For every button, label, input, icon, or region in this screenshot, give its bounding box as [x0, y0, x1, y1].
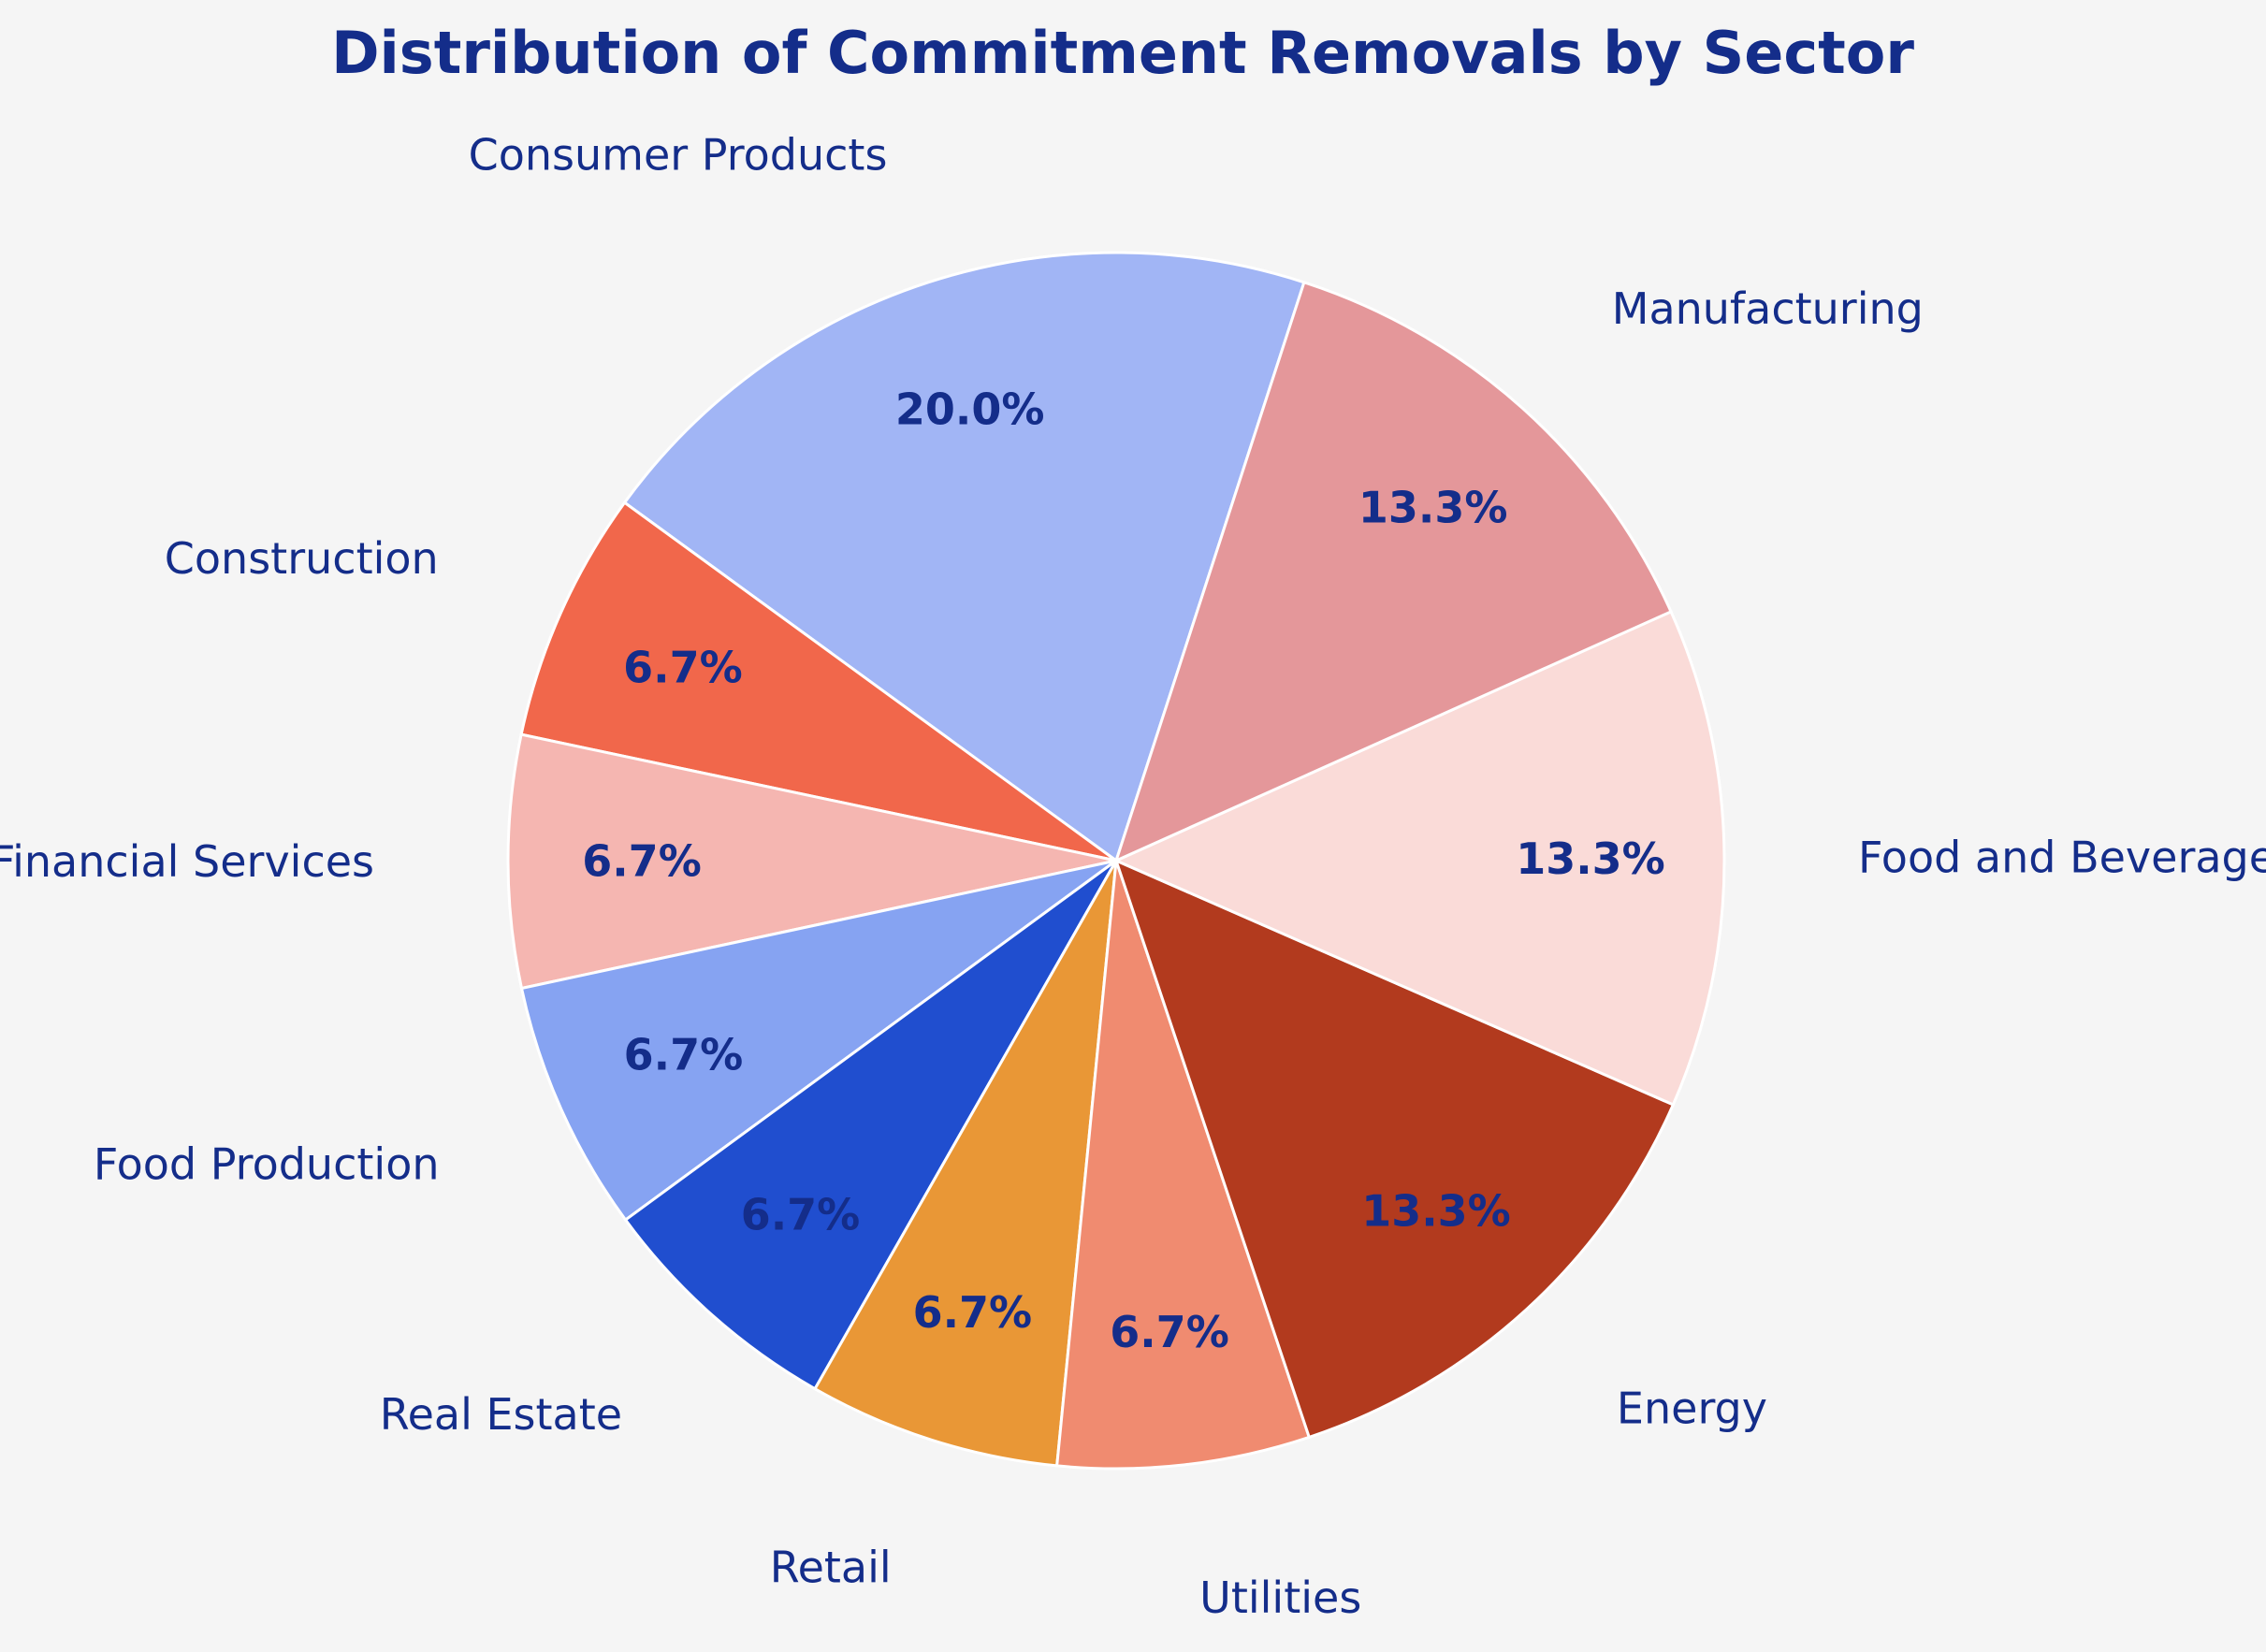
pct-label: 20.0% [895, 384, 1045, 435]
pct-label: 6.7% [582, 836, 702, 887]
slice-label: Real Estate [380, 1389, 622, 1440]
pie-slice-food-and-beverage [1112, 609, 1726, 1107]
pie-slice-consumer-products [622, 251, 1306, 863]
labels-layer: 20.0% Consumer Products 6.7% Construction 6.… [0, 130, 2266, 1623]
pct-label: 6.7% [623, 643, 743, 693]
pct-label: 6.7% [1110, 1307, 1229, 1357]
pie-slice-energy [1113, 858, 1676, 1440]
pct-label: 13.3% [1358, 483, 1508, 533]
pct-label: 6.7% [913, 1287, 1033, 1338]
slice-label: Food Production [94, 1139, 440, 1190]
pie-slice-utilities [1055, 860, 1312, 1471]
pie-slice-real-estate [623, 859, 1118, 1391]
slice-label: Financial Services [0, 836, 374, 887]
pct-label: 6.7% [624, 1030, 744, 1080]
pie-slice-food-production [519, 859, 1117, 1223]
pct-label: 13.3% [1361, 1185, 1511, 1236]
slice-label: Utilities [1199, 1572, 1361, 1623]
pie-slice-retail [813, 860, 1118, 1468]
pie-slice-construction [519, 500, 1117, 862]
chart-title: Distribution of Commitment Removals by S… [331, 19, 1914, 87]
slice-label: Energy [1617, 1383, 1767, 1433]
slice-label: Food and Beverage [1858, 833, 2266, 883]
slice-label: Retail [770, 1543, 892, 1593]
pie-slice-manufacturing [1113, 280, 1674, 863]
pct-label: 6.7% [741, 1189, 861, 1239]
slice-label: Construction [165, 533, 439, 584]
slice-label: Manufacturing [1612, 283, 1924, 334]
pct-label: 13.3% [1516, 833, 1665, 884]
slices-layer [506, 251, 1726, 1471]
pie-slice-financial-services [506, 732, 1117, 991]
slice-label: Consumer Products [469, 130, 888, 181]
